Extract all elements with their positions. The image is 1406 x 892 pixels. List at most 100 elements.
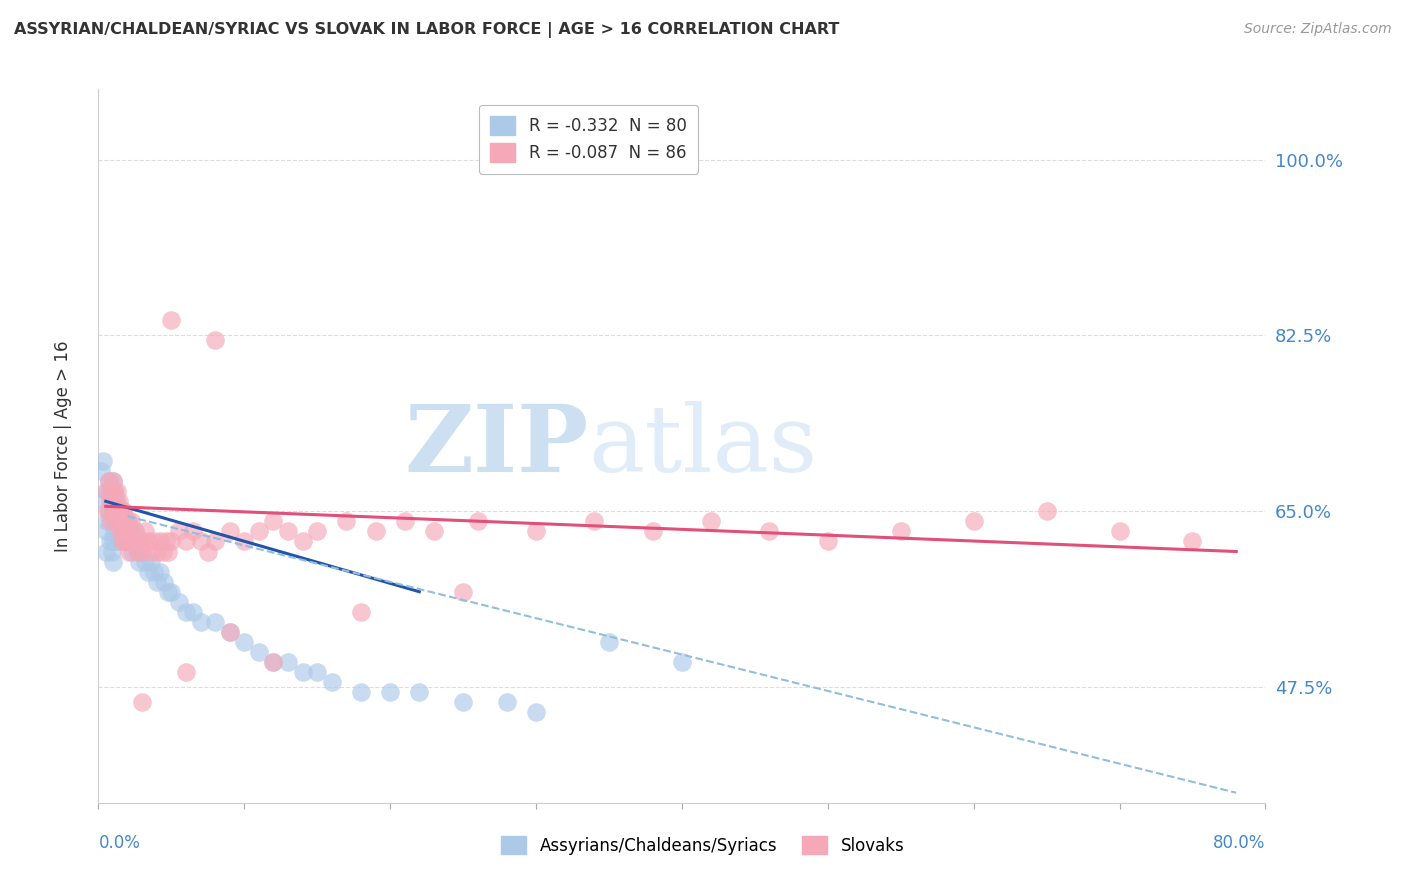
Point [160,584,183,599]
Point [103,484,125,499]
Point [125,534,148,549]
Point [114,534,136,549]
Point [114,534,136,549]
Point [247,524,270,539]
Point [90,464,112,478]
Point [321,675,343,690]
Point [598,635,620,649]
Text: ZIP: ZIP [405,401,589,491]
Point [174,534,197,549]
Point [197,544,219,558]
Point [127,544,149,558]
Point [451,695,474,709]
Point [108,534,131,549]
Point [112,524,135,539]
Point [111,515,134,529]
Point [100,504,122,518]
Point [350,685,373,699]
Point [103,524,125,539]
Point [100,494,122,508]
Point [364,524,387,539]
Point [104,494,127,508]
Point [124,524,146,539]
Point [139,555,162,569]
Point [104,515,127,529]
Point [671,655,693,669]
Point [1035,504,1057,518]
Point [112,524,135,539]
Point [100,544,122,558]
Point [160,534,183,549]
Point [93,494,115,508]
Point [108,515,131,529]
Point [157,584,180,599]
Point [112,504,135,518]
Point [218,624,240,639]
Point [110,504,132,518]
Point [111,534,134,549]
Point [98,515,121,529]
Point [218,524,240,539]
Point [146,574,169,589]
Point [146,544,169,558]
Point [139,544,162,558]
Point [111,515,134,529]
Point [117,534,139,549]
Point [101,555,124,569]
Point [120,515,142,529]
Point [105,484,128,499]
Point [233,534,256,549]
Point [131,695,153,709]
Point [190,615,212,629]
Point [142,565,165,579]
Point [111,534,134,549]
Point [96,515,118,529]
Point [125,534,148,549]
Point [91,454,114,468]
Text: ASSYRIAN/CHALDEAN/SYRIAC VS SLOVAK IN LABOR FORCE | AGE > 16 CORRELATION CHART: ASSYRIAN/CHALDEAN/SYRIAC VS SLOVAK IN LA… [14,22,839,38]
Point [98,504,121,518]
Point [128,555,150,569]
Point [100,515,122,529]
Point [98,494,121,508]
Point [153,574,176,589]
Point [291,534,314,549]
Point [118,524,141,539]
Point [134,524,156,539]
Point [121,524,143,539]
Point [174,665,197,680]
Text: In Labor Force | Age > 16: In Labor Force | Age > 16 [55,340,72,552]
Point [524,706,547,720]
Point [149,534,172,549]
Point [155,534,177,549]
Point [262,515,284,529]
Point [204,334,226,348]
Point [94,544,117,558]
Point [98,534,121,549]
Point [583,515,606,529]
Point [131,544,153,558]
Point [149,565,172,579]
Point [98,484,121,499]
Point [524,524,547,539]
Point [104,494,127,508]
Point [117,515,139,529]
Point [262,655,284,669]
Point [101,515,124,529]
Point [115,524,138,539]
Point [451,584,474,599]
Point [120,534,142,549]
Point [110,504,132,518]
Point [105,504,128,518]
Point [262,655,284,669]
Point [181,605,204,619]
Point [136,565,159,579]
Point [124,524,146,539]
Point [641,524,664,539]
Point [890,524,912,539]
Point [94,524,117,539]
Point [117,534,139,549]
Point [101,534,124,549]
Point [496,695,519,709]
Text: atlas: atlas [589,401,818,491]
